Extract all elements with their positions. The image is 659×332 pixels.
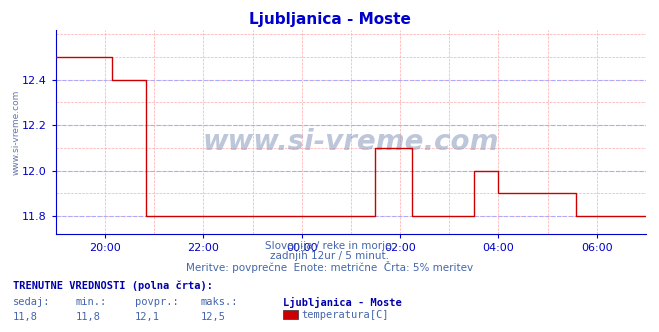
Text: sedaj:: sedaj:	[13, 297, 51, 307]
Text: Meritve: povprečne  Enote: metrične  Črta: 5% meritev: Meritve: povprečne Enote: metrične Črta:…	[186, 261, 473, 273]
Text: maks.:: maks.:	[201, 297, 239, 307]
Text: 12,5: 12,5	[201, 312, 226, 322]
Y-axis label: www.si-vreme.com: www.si-vreme.com	[12, 89, 20, 175]
Text: TRENUTNE VREDNOSTI (polna črta):: TRENUTNE VREDNOSTI (polna črta):	[13, 281, 213, 291]
Text: 11,8: 11,8	[13, 312, 38, 322]
Text: Slovenija / reke in morje.: Slovenija / reke in morje.	[264, 241, 395, 251]
Text: Ljubljanica - Moste: Ljubljanica - Moste	[248, 12, 411, 27]
Text: zadnjih 12ur / 5 minut.: zadnjih 12ur / 5 minut.	[270, 251, 389, 261]
Text: Ljubljanica - Moste: Ljubljanica - Moste	[283, 297, 402, 308]
Text: povpr.:: povpr.:	[135, 297, 179, 307]
Text: min.:: min.:	[76, 297, 107, 307]
Text: www.si-vreme.com: www.si-vreme.com	[203, 128, 499, 156]
Text: 12,1: 12,1	[135, 312, 160, 322]
Text: temperatura[C]: temperatura[C]	[301, 310, 389, 320]
Text: 11,8: 11,8	[76, 312, 101, 322]
